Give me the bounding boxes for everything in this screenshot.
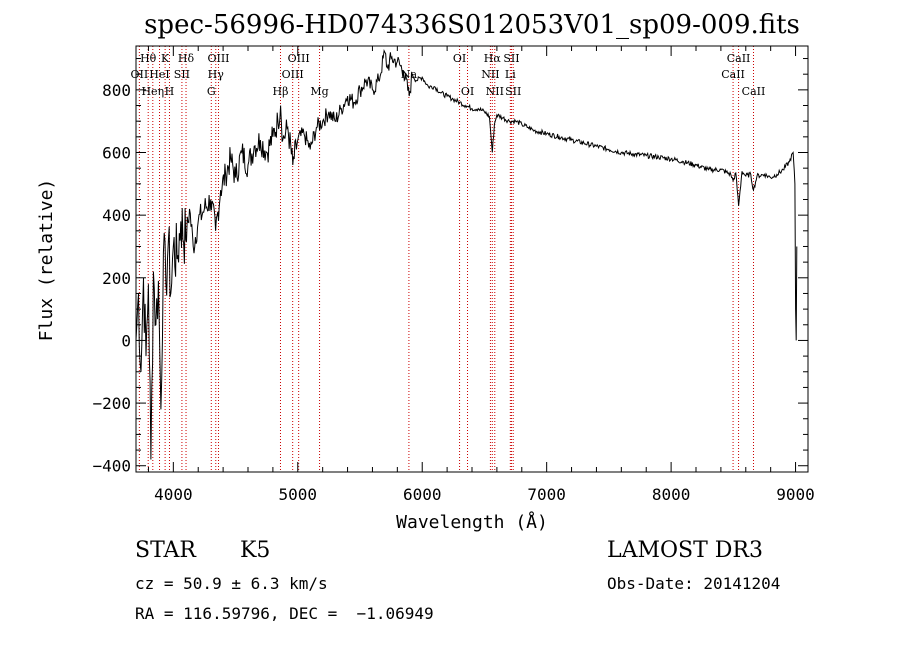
reference-line-label: Mg [310, 85, 328, 98]
reference-line-label: CaII [727, 52, 751, 65]
reference-lines [138, 46, 754, 472]
spectrum-series-line [135, 48, 798, 460]
object-subclass: K5 [240, 538, 271, 563]
object-class: STAR [135, 538, 196, 563]
reference-line-label: Hθ [140, 52, 157, 65]
reference-line-label: OIII [288, 52, 310, 65]
reference-line-label: H [165, 85, 175, 98]
y-tick-label: 800 [102, 81, 131, 100]
y-tick-label: −200 [92, 394, 131, 413]
observation-date: Obs-Date: 20141204 [607, 574, 781, 593]
reference-line-label: Hβ [273, 85, 289, 98]
reference-line-label: NII [481, 68, 499, 81]
y-tick-label: 200 [102, 269, 131, 288]
x-tick-label: 9000 [776, 485, 815, 504]
y-tick-label: 400 [102, 206, 131, 225]
x-tick-label: 5000 [279, 485, 318, 504]
y-tick-label: 0 [121, 331, 131, 350]
reference-line-label: CaII [742, 85, 766, 98]
reference-line-label: Heη [141, 85, 164, 98]
reference-line-label: SII [174, 68, 190, 81]
y-axis-label: Flux (relative) [36, 179, 57, 342]
reference-line-label: OIII [282, 68, 304, 81]
reference-line-label: K [161, 52, 170, 65]
reference-line-label: Hγ [208, 68, 225, 81]
reference-line-label: CaII [721, 68, 745, 81]
reference-line-label: NII [486, 85, 504, 98]
reference-line-label: G [207, 85, 216, 98]
y-axis-ticks: −400 −200 0 200 400 600 800 [92, 58, 808, 476]
reference-line-label: OI [453, 52, 466, 65]
x-tick-label: 6000 [403, 485, 442, 504]
coordinates: RA = 116.59796, DEC = −1.06949 [135, 604, 434, 623]
x-axis-label: Wavelength (Å) [396, 511, 548, 533]
y-tick-label: 600 [102, 144, 131, 163]
survey-label: LAMOST DR3 [607, 538, 763, 563]
reference-line-label: Hα [484, 52, 502, 65]
reference-line-label: OI [461, 85, 474, 98]
x-tick-label: 4000 [154, 485, 193, 504]
x-axis-ticks: 4000 5000 6000 7000 8000 9000 [147, 46, 815, 504]
reference-line-label: HeI [149, 68, 169, 81]
x-tick-label: 8000 [652, 485, 691, 504]
x-tick-label: 7000 [527, 485, 566, 504]
reference-line-label: SII [505, 85, 521, 98]
chart-title: spec-56996-HD074336S012053V01_sp09-009.f… [144, 10, 800, 40]
y-tick-label: −400 [92, 457, 131, 476]
reference-line-label: SII [503, 52, 519, 65]
reference-line-label: Li [505, 68, 516, 81]
reference-line-label: OIII [207, 52, 229, 65]
redshift-cz: cz = 50.9 ± 6.3 km/s [135, 574, 328, 593]
reference-line-label: Hδ [178, 52, 195, 65]
